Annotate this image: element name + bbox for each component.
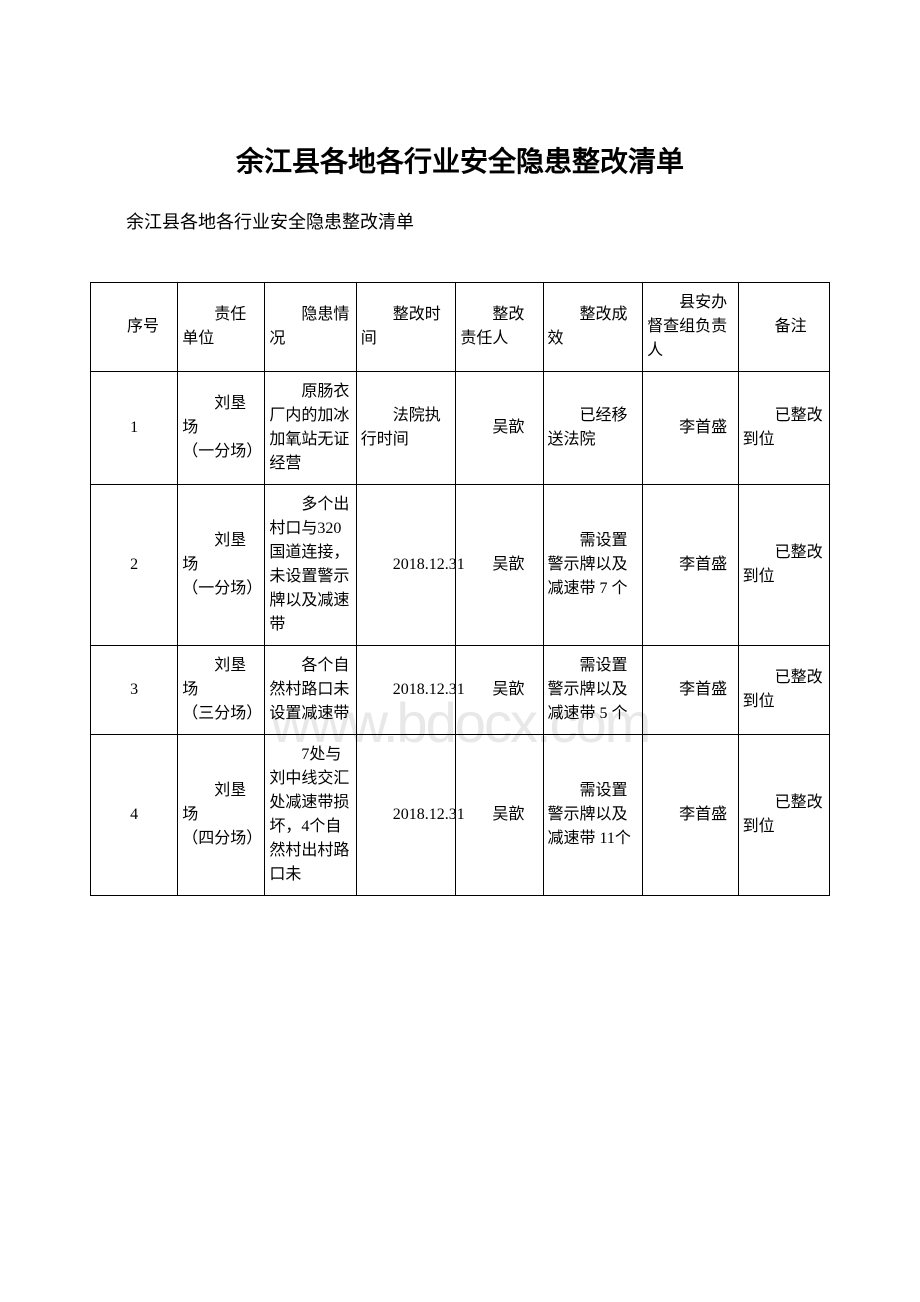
header-time: 整改时间: [356, 283, 456, 372]
table-header-row: 序号 责任单位 隐患情况 整改时间 整改责任人 整改成效 县安办督查组负责人 备…: [91, 283, 830, 372]
cell-seq: 4: [91, 735, 178, 896]
table-row: 2 刘垦场（一分场） 多个出村口与320 国道连接，未设置警示牌以及减速带 20…: [91, 485, 830, 646]
hazard-table: 序号 责任单位 隐患情况 整改时间 整改责任人 整改成效 县安办督查组负责人 备…: [90, 282, 830, 896]
header-unit: 责任单位: [178, 283, 265, 372]
cell-remark: 已整改到位: [738, 372, 829, 485]
cell-time: 2018.12.31: [356, 735, 456, 896]
cell-hazard: 多个出村口与320 国道连接，未设置警示牌以及减速带: [265, 485, 356, 646]
cell-effect: 需设置警示牌以及减速带 5 个: [543, 646, 643, 735]
cell-time: 2018.12.31: [356, 646, 456, 735]
cell-seq: 1: [91, 372, 178, 485]
cell-person: 吴歆: [456, 372, 543, 485]
table-row: 3 刘垦场（三分场） 各个自然村路口未设置减速带 2018.12.31 吴歆 需…: [91, 646, 830, 735]
cell-effect: 需设置警示牌以及减速带 11个: [543, 735, 643, 896]
cell-time: 法院执行时间: [356, 372, 456, 485]
cell-remark: 已整改到位: [738, 646, 829, 735]
cell-hazard: 7处与刘中线交汇处减速带损坏，4个自然村出村路口未: [265, 735, 356, 896]
cell-unit: 刘垦场（一分场）: [178, 372, 265, 485]
cell-person: 吴歆: [456, 735, 543, 896]
cell-remark: 已整改到位: [738, 735, 829, 896]
cell-hazard: 原肠衣厂内的加冰加氧站无证经营: [265, 372, 356, 485]
header-hazard: 隐患情况: [265, 283, 356, 372]
header-remark: 备注: [738, 283, 829, 372]
table-row: 1 刘垦场（一分场） 原肠衣厂内的加冰加氧站无证经营 法院执行时间 吴歆 已经移…: [91, 372, 830, 485]
cell-time: 2018.12.31: [356, 485, 456, 646]
table-row: 4 刘垦场（四分场） 7处与刘中线交汇处减速带损坏，4个自然村出村路口未 201…: [91, 735, 830, 896]
header-person: 整改责任人: [456, 283, 543, 372]
document-title: 余江县各地各行业安全隐患整改清单: [90, 140, 830, 180]
header-effect: 整改成效: [543, 283, 643, 372]
cell-unit: 刘垦场（三分场）: [178, 646, 265, 735]
cell-person: 吴歆: [456, 485, 543, 646]
cell-person: 吴歆: [456, 646, 543, 735]
document-subtitle: 余江县各地各行业安全隐患整改清单: [90, 208, 830, 234]
cell-seq: 2: [91, 485, 178, 646]
cell-seq: 3: [91, 646, 178, 735]
cell-supervisor: 李首盛: [643, 646, 738, 735]
cell-effect: 已经移送法院: [543, 372, 643, 485]
cell-unit: 刘垦场（四分场）: [178, 735, 265, 896]
cell-effect: 需设置警示牌以及减速带 7 个: [543, 485, 643, 646]
header-supervisor: 县安办督查组负责人: [643, 283, 738, 372]
cell-unit: 刘垦场（一分场）: [178, 485, 265, 646]
cell-supervisor: 李首盛: [643, 485, 738, 646]
cell-hazard: 各个自然村路口未设置减速带: [265, 646, 356, 735]
header-seq: 序号: [91, 283, 178, 372]
cell-remark: 已整改到位: [738, 485, 829, 646]
cell-supervisor: 李首盛: [643, 372, 738, 485]
cell-supervisor: 李首盛: [643, 735, 738, 896]
